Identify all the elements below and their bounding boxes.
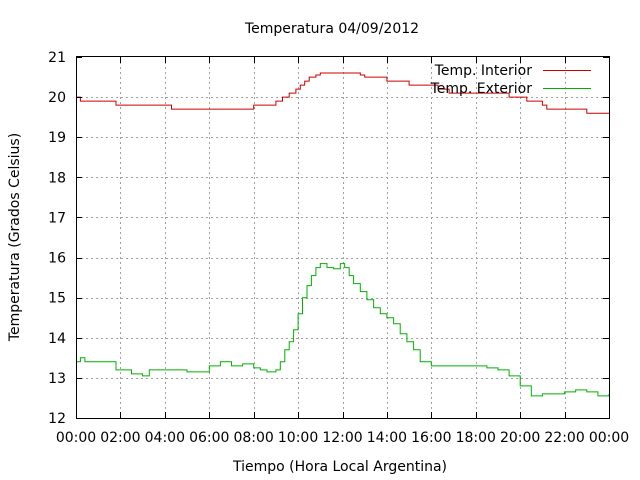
legend-label: Temp. Exterior (430, 81, 533, 97)
x-tick-label: 20:00 (500, 430, 540, 446)
x-tick-label: 10:00 (278, 430, 318, 446)
x-tick-label: 18:00 (456, 430, 496, 446)
y-tick-label: 16 (48, 251, 66, 267)
y-tick-label: 17 (48, 210, 66, 226)
chart-title: Temperatura 04/09/2012 (244, 21, 419, 37)
series-line-temp-interior (76, 72, 609, 114)
y-tick-label: 20 (48, 90, 66, 106)
x-tick-label: 14:00 (367, 430, 407, 446)
series-line-temp-exterior (76, 263, 610, 397)
legend-label: Temp. Interior (434, 63, 533, 79)
y-tick-label: 15 (48, 291, 66, 307)
y-tick-label: 21 (48, 50, 66, 66)
x-tick-label: 04:00 (145, 430, 185, 446)
grid (76, 57, 609, 418)
x-tick-label: 22:00 (544, 430, 584, 446)
legend: Temp. Interior Temp. Exterior (430, 63, 591, 97)
y-tick-label: 18 (48, 170, 66, 186)
plot-frame (76, 56, 610, 419)
series-lines (76, 72, 610, 397)
y-tick-label: 13 (48, 371, 66, 387)
x-tick-label: 02:00 (100, 430, 140, 446)
y-tick-label: 14 (48, 331, 66, 347)
x-tick-label: 08:00 (233, 430, 273, 446)
x-tick-label: 00:00 (56, 430, 96, 446)
x-tick-label: 00:00 (589, 430, 629, 446)
x-axis-label: Tiempo (Hora Local Argentina) (232, 459, 447, 475)
y-tick-label: 19 (48, 130, 66, 146)
y-tick-label: 12 (48, 411, 66, 427)
x-tick-label: 06:00 (189, 430, 229, 446)
y-axis-label: Temperatura (Grados Celsius) (7, 133, 23, 342)
x-tick-label: 16:00 (411, 430, 451, 446)
x-tick-label: 12:00 (322, 430, 362, 446)
